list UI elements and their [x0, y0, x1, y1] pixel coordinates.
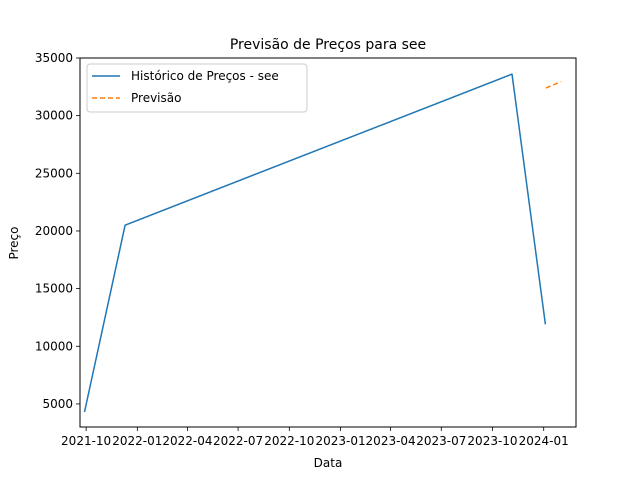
x-tick-label-0: 2021-10: [61, 434, 111, 448]
legend-label-previsao: Previsão: [131, 91, 181, 105]
legend-box: [86, 63, 308, 113]
x-tick-label-7: 2023-07: [416, 434, 466, 448]
x-axis-label: Data: [314, 456, 343, 470]
x-tick-label-1: 2022-01: [112, 434, 162, 448]
y-tick-label-2: 15000: [35, 282, 73, 296]
legend-label-historico: Histórico de Preços - see: [131, 69, 279, 83]
y-tick-label-0: 5000: [42, 397, 73, 411]
y-tick-label-1: 10000: [35, 339, 73, 353]
y-tick-label-4: 25000: [35, 166, 73, 180]
series-line-0: [83, 73, 547, 413]
x-tick-label-6: 2023-04: [366, 434, 416, 448]
x-tick-label-8: 2023-10: [467, 434, 517, 448]
y-tick-label-6: 35000: [35, 51, 73, 65]
x-tick-label-3: 2022-07: [213, 434, 263, 448]
series-layer: [83, 73, 562, 413]
x-tick-label-9: 2024-01: [519, 434, 569, 448]
x-tick-label-5: 2023-01: [315, 434, 365, 448]
series-line-1: [545, 80, 562, 89]
legend: Histórico de Preços - see Previsão: [86, 63, 308, 113]
plot-frame: [79, 57, 577, 428]
x-axis-ticks: 2021-10 2022-01 2022-04 2022-07 2022-10 2023-…: [61, 427, 569, 448]
y-tick-label-3: 20000: [35, 224, 73, 238]
x-tick-label-2: 2022-04: [162, 434, 212, 448]
y-axis-label: Preço: [7, 226, 21, 259]
y-tick-label-5: 30000: [35, 109, 73, 123]
y-axis-ticks: 5000 10000 15000 20000 25000 30000 35000: [35, 51, 80, 411]
chart-title: Previsão de Preços para see: [230, 37, 426, 53]
x-tick-label-4: 2022-10: [264, 434, 314, 448]
